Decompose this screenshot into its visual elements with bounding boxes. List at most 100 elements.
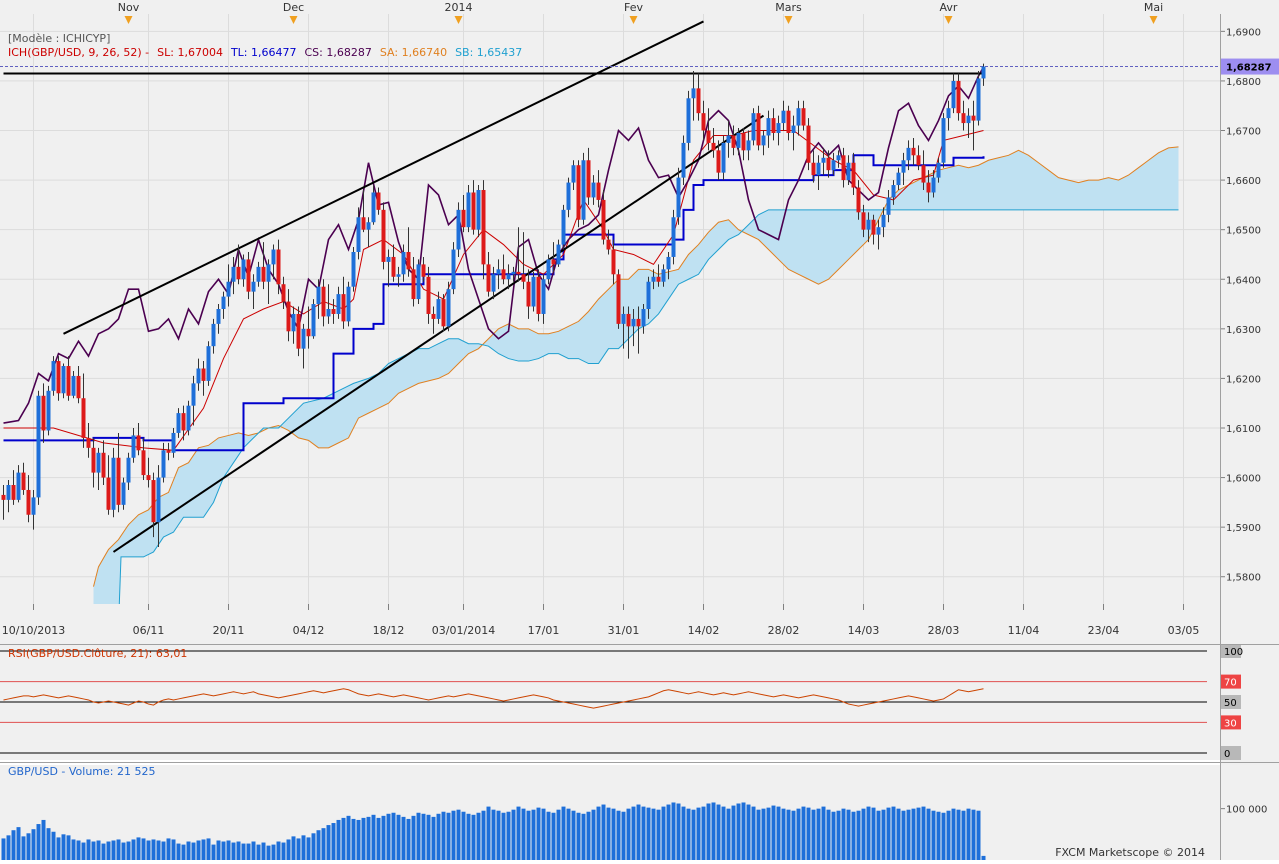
candle-body xyxy=(71,375,76,396)
date-label: 10/10/2013 xyxy=(2,624,65,637)
price-axis-panel xyxy=(1220,14,1279,860)
volume-bar xyxy=(816,808,821,860)
volume-bar xyxy=(761,808,766,860)
candle-body xyxy=(686,98,691,143)
candle-body xyxy=(76,375,81,399)
candle-body xyxy=(926,182,931,193)
rsi-level-badge xyxy=(1221,715,1241,730)
volume-bar xyxy=(561,806,566,860)
volume-bar xyxy=(851,811,856,860)
date-label: 04/12 xyxy=(293,624,325,637)
volume-bar xyxy=(416,812,421,860)
volume-bar xyxy=(456,809,461,860)
volume-bar xyxy=(81,842,86,860)
price-tick-label: 1,6500 xyxy=(1226,226,1261,237)
volume-bar xyxy=(711,802,716,860)
volume-bar xyxy=(791,810,796,860)
volume-bar xyxy=(376,817,381,860)
candle-body xyxy=(781,110,786,124)
price-axis: 1,5800 1,5900 1,6000 1,6100 1,6200 1,6300 1,64… xyxy=(1220,27,1279,584)
volume-bar xyxy=(271,844,276,860)
volume-bar xyxy=(841,808,846,860)
candle-body xyxy=(816,162,821,176)
volume-bar xyxy=(546,811,551,860)
volume-bar xyxy=(806,807,811,860)
volume-bar xyxy=(536,807,541,860)
volume-bar xyxy=(621,811,626,860)
volume-bar xyxy=(771,805,776,860)
volume-bar xyxy=(436,813,441,860)
candle-body xyxy=(561,209,566,245)
volume-bar xyxy=(196,840,201,860)
candle-body xyxy=(466,192,471,228)
month-label: Dec xyxy=(283,1,304,14)
volume-bar xyxy=(556,809,561,860)
volume-bar xyxy=(646,807,651,860)
candle-body xyxy=(771,118,776,133)
volume-bar xyxy=(426,814,431,860)
volume-bar xyxy=(911,808,916,860)
volume-bar xyxy=(76,840,81,860)
candle-body xyxy=(976,78,981,121)
volume-bar xyxy=(636,804,641,860)
volume-bar xyxy=(776,806,781,860)
candle-body xyxy=(251,281,256,292)
candle-body xyxy=(746,140,751,151)
ichimoku-cloud xyxy=(93,146,1179,604)
volume-bar xyxy=(221,841,226,860)
volume-bar xyxy=(876,810,881,860)
month-marker xyxy=(1149,16,1158,24)
date-label: 31/01 xyxy=(608,624,640,637)
candle-body xyxy=(386,256,391,262)
volume-bar xyxy=(906,809,911,860)
volume-bar xyxy=(611,808,616,860)
volume-bar xyxy=(91,841,96,860)
volume-bar xyxy=(971,809,976,860)
candle-body xyxy=(491,274,496,292)
candle-body xyxy=(716,150,721,173)
candle-body xyxy=(56,361,61,394)
volume-bar xyxy=(596,806,601,860)
volume-bar xyxy=(951,808,956,860)
volume-bar xyxy=(741,802,746,860)
volume-bar xyxy=(101,843,106,860)
volume-bar xyxy=(486,806,491,860)
candle-body xyxy=(26,489,31,515)
volume-bar xyxy=(511,809,516,860)
volume-bar xyxy=(826,809,831,860)
volume-bar xyxy=(381,815,386,860)
volume-bar xyxy=(186,841,191,860)
volume-bar xyxy=(931,810,936,860)
volume-bar xyxy=(516,806,521,860)
candle-body xyxy=(496,269,501,275)
volume-bar xyxy=(901,810,906,860)
volume-bar xyxy=(491,809,496,860)
candle-body xyxy=(61,366,66,394)
candle-body xyxy=(336,294,341,314)
volume-bar xyxy=(326,825,331,860)
volume-bar xyxy=(551,812,556,860)
volume-bar xyxy=(61,834,66,860)
volume-bar xyxy=(86,839,91,860)
candle-body xyxy=(241,259,246,280)
candle-body xyxy=(596,182,601,200)
rsi-level-label: 0 xyxy=(1224,749,1230,760)
volume-bar xyxy=(796,808,801,860)
candle-body xyxy=(526,281,531,307)
volume-bar xyxy=(836,810,841,860)
volume-bar xyxy=(286,839,291,860)
candle-body xyxy=(291,313,296,332)
volume-tick-label: 100 000 xyxy=(1226,805,1267,816)
candle-body xyxy=(16,472,21,500)
candle-body xyxy=(601,199,606,240)
candle-body xyxy=(626,313,631,327)
volume-bar xyxy=(386,813,391,860)
volume-bar xyxy=(36,824,41,860)
candle-body xyxy=(341,294,346,322)
candle-body xyxy=(581,160,586,220)
candle-body xyxy=(826,157,831,171)
candle-body xyxy=(51,361,56,391)
candle-body xyxy=(966,115,971,124)
candle-body xyxy=(541,279,546,314)
